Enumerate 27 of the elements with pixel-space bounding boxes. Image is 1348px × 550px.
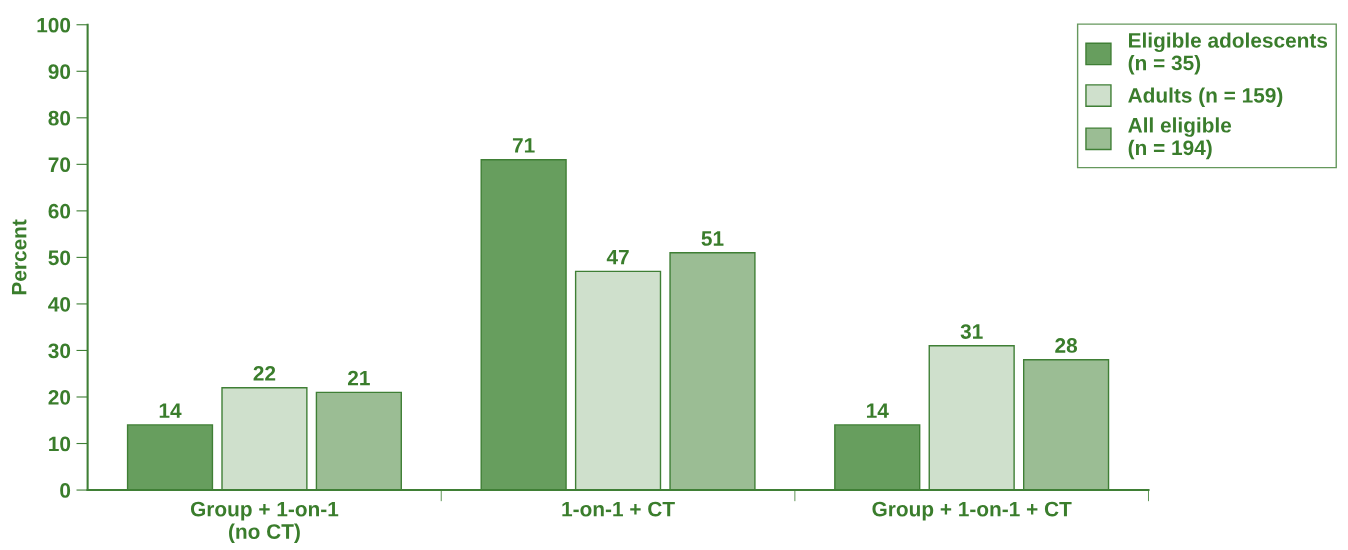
data-label: 28 (1055, 338, 1078, 353)
y-tick-label: 90 (48, 64, 71, 80)
data-label: 14 (866, 403, 889, 418)
data-label: 14 (159, 403, 182, 418)
x-tick-label: 1-on-1 + CT (562, 501, 675, 517)
data-label: 22 (253, 366, 276, 381)
y-tick-label: 50 (48, 250, 71, 266)
legend-label: Adults (n = 159) (1128, 87, 1283, 107)
y-tick-label: 80 (48, 110, 71, 126)
y-tick-label: 60 (48, 203, 71, 219)
x-tick-label: Group + 1-on-1 + CT (872, 501, 1072, 521)
x-tick-label: Group + 1-on-1 (no CT) (190, 501, 339, 544)
data-label: 51 (701, 231, 724, 246)
y-axis-title: Percent (11, 219, 27, 295)
y-tick-label: 70 (48, 157, 71, 173)
y-tick-label: 0 (60, 483, 71, 498)
y-tick-label: 100 (37, 17, 71, 33)
y-tick-label: 20 (48, 389, 71, 405)
y-tick-label: 40 (48, 296, 71, 312)
data-label: 47 (606, 249, 629, 265)
data-label: 21 (347, 370, 370, 386)
y-tick-label: 10 (49, 436, 71, 452)
legend-label: All eligible (n = 194) (1128, 117, 1232, 160)
y-tick-label: 30 (48, 343, 71, 359)
data-label: 71 (512, 138, 535, 153)
legend-label: Eligible adolescents (n = 35) (1128, 32, 1328, 75)
data-label: 31 (960, 324, 983, 339)
